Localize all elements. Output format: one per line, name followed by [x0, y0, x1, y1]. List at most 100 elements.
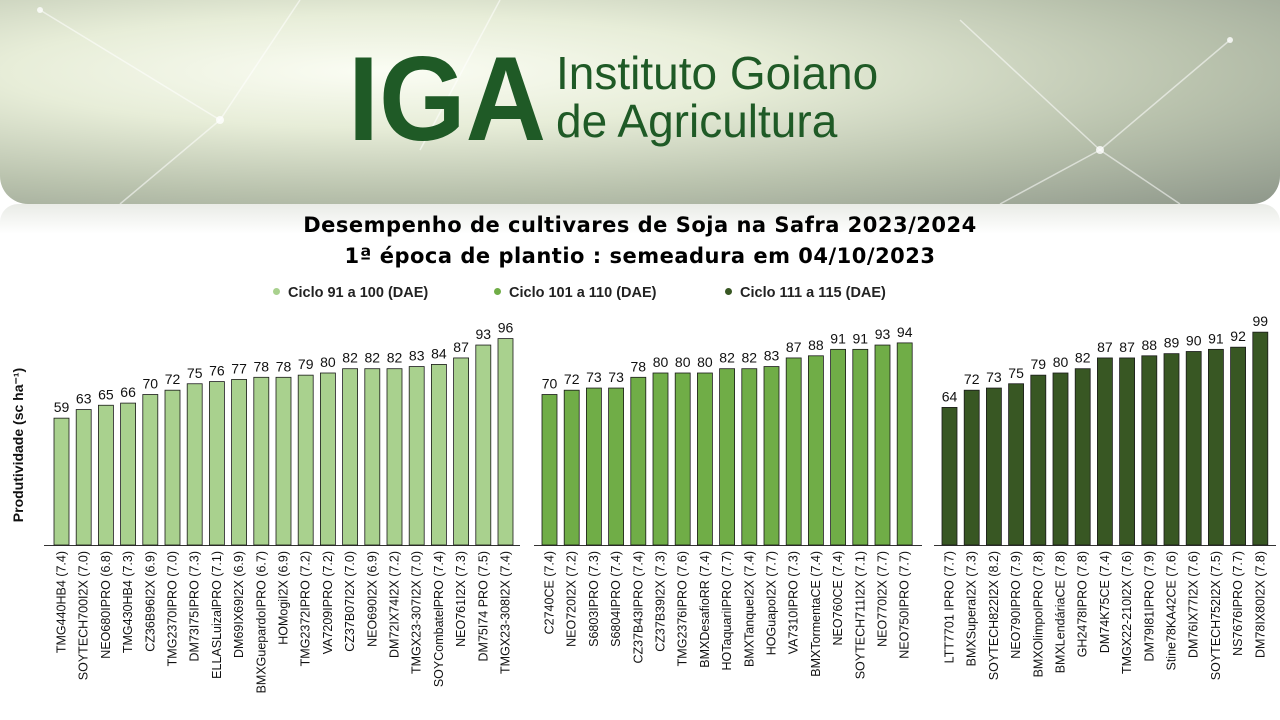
bar-value-label: 80 [697, 354, 713, 370]
bar-value-label: 79 [298, 356, 314, 372]
category-label: TMGX23-308I2X (7.4) [499, 551, 513, 674]
category-label: VA7310IPRO (7.3) [787, 551, 801, 654]
bar [186, 383, 203, 546]
category-label: Stine78KA42CE (7.6) [1165, 551, 1179, 671]
bar-value-label: 76 [209, 363, 225, 379]
category-label: HOGuapoI2X (7.7) [765, 551, 779, 655]
bar-value-label: 83 [409, 348, 425, 364]
bar [986, 387, 1002, 546]
category-label: BMXTormentaCE (7.4) [809, 551, 823, 677]
bar [1208, 348, 1224, 546]
category-label: VA7209IPRO (7.2) [321, 551, 335, 654]
bar-value-label: 91 [1208, 330, 1224, 346]
bar [674, 372, 691, 546]
category-label: TMGX22-210I2X (7.6) [1120, 551, 1134, 674]
bar [896, 342, 913, 546]
category-label: TMG2370IPRO (7.0) [166, 551, 180, 666]
bar-value-label: 87 [1119, 339, 1135, 355]
y-axis-label: Produtividade (sc ha⁻¹) [10, 368, 26, 522]
bar [608, 387, 624, 546]
bar [763, 366, 780, 546]
bar-value-label: 78 [276, 358, 292, 374]
category-label: HOMogiI2X (6.9) [277, 551, 291, 645]
bar [75, 409, 92, 546]
bar [785, 357, 802, 546]
bar [497, 338, 514, 546]
bar-value-label: 82 [365, 350, 381, 366]
category-label: BMXLendáriaCE (7.8) [1054, 551, 1068, 673]
bar-value-label: 87 [786, 339, 802, 355]
brand-name-line1: Instituto Goiano [556, 47, 879, 99]
category-label: NEO770I2X (7.7) [876, 551, 890, 647]
bar-value-label: 66 [120, 384, 136, 400]
category-label: DM78IX80I2X (7.8) [1253, 551, 1267, 658]
category-label: CZ37B39I2X (7.3) [654, 551, 668, 652]
bar [475, 344, 492, 546]
bar-chart: Produtividade (sc ha⁻¹) 59 TMG440HB4 (7.4… [10, 313, 1276, 693]
category-label: NEO760CE (7.4) [831, 551, 845, 645]
category-label: DM74K75CE (7.4) [1098, 551, 1112, 653]
bar [430, 364, 447, 546]
bar [164, 389, 181, 546]
bar-value-label: 79 [1031, 356, 1047, 372]
bar [1030, 374, 1047, 546]
bar [364, 368, 381, 546]
bar-value-label: 99 [1253, 313, 1269, 329]
bar [319, 372, 336, 546]
legend-swatch [494, 287, 501, 295]
bar-value-label: 70 [143, 376, 159, 392]
bar [231, 379, 248, 546]
bar-value-label: 72 [165, 371, 181, 387]
bar [1252, 331, 1269, 546]
category-label: BMXDesafioRR (7.4) [698, 551, 712, 668]
bar [586, 387, 602, 546]
bar-value-label: 80 [675, 354, 691, 370]
bar-value-label: 63 [76, 391, 92, 407]
category-label: DM73I75IPRO (7.3) [188, 551, 202, 661]
bar [453, 357, 470, 546]
bar [142, 394, 159, 546]
category-label: BMXTanqueI2X (7.4) [742, 551, 756, 667]
legend-item-ciclo-101-110: Ciclo 101 a 110 (DAE) [494, 285, 657, 301]
bar [941, 407, 958, 546]
bar-value-label: 82 [719, 350, 735, 366]
bar [386, 368, 403, 546]
bar [808, 355, 824, 546]
category-label: GH2478IPRO (7.8) [1076, 551, 1090, 657]
category-label: S6804IPRO (7.4) [609, 551, 623, 647]
category-label: TMG2376IPRO (7.6) [676, 551, 690, 666]
bar [1008, 383, 1024, 546]
bar-value-label: 78 [631, 358, 647, 374]
bar-value-label: 80 [320, 354, 336, 370]
category-label: CZ37B43IPRO (7.4) [631, 551, 645, 664]
bar-value-label: 73 [986, 369, 1002, 385]
bar-value-label: 84 [431, 345, 447, 361]
bar [1097, 357, 1113, 546]
category-label: TMG2372IPRO (7.2) [299, 551, 313, 666]
bar-value-label: 73 [608, 369, 624, 385]
legend-item-ciclo-91-100: Ciclo 91 a 100 (DAE) [273, 285, 428, 301]
category-label: NEO761I2X (7.3) [454, 551, 468, 647]
legend-label: Ciclo 91 a 100 (DAE) [288, 285, 429, 301]
category-label: DM79I81IPRO (7.9) [1142, 551, 1156, 661]
bar-value-label: 82 [342, 350, 358, 366]
category-label: LTT7701 IPRO (7.7) [943, 551, 957, 663]
bar-value-label: 75 [1008, 365, 1024, 381]
brand-name-line2: de Agricultura [556, 95, 838, 147]
category-label: TMG430HB4 (7.3) [121, 551, 135, 653]
bar [120, 402, 136, 546]
bar [1185, 351, 1202, 546]
svg-text:IGA: IGA [348, 42, 546, 146]
category-label: ELLASLuizalPRO (7.1) [210, 551, 224, 679]
bar-value-label: 80 [653, 354, 669, 370]
bar [852, 348, 869, 546]
bar [1230, 346, 1246, 546]
chart-title: Desempenho de cultivares de Soja na Safr… [303, 213, 977, 237]
bar-value-label: 65 [98, 386, 114, 402]
bar [342, 368, 359, 546]
category-label: BMXGuepardoIPRO (6.7) [254, 551, 268, 693]
bar-value-label: 82 [742, 350, 758, 366]
bar [1052, 372, 1069, 546]
category-label: HOTaquariIPRO (7.7) [720, 551, 734, 670]
bar-value-label: 87 [1097, 339, 1113, 355]
